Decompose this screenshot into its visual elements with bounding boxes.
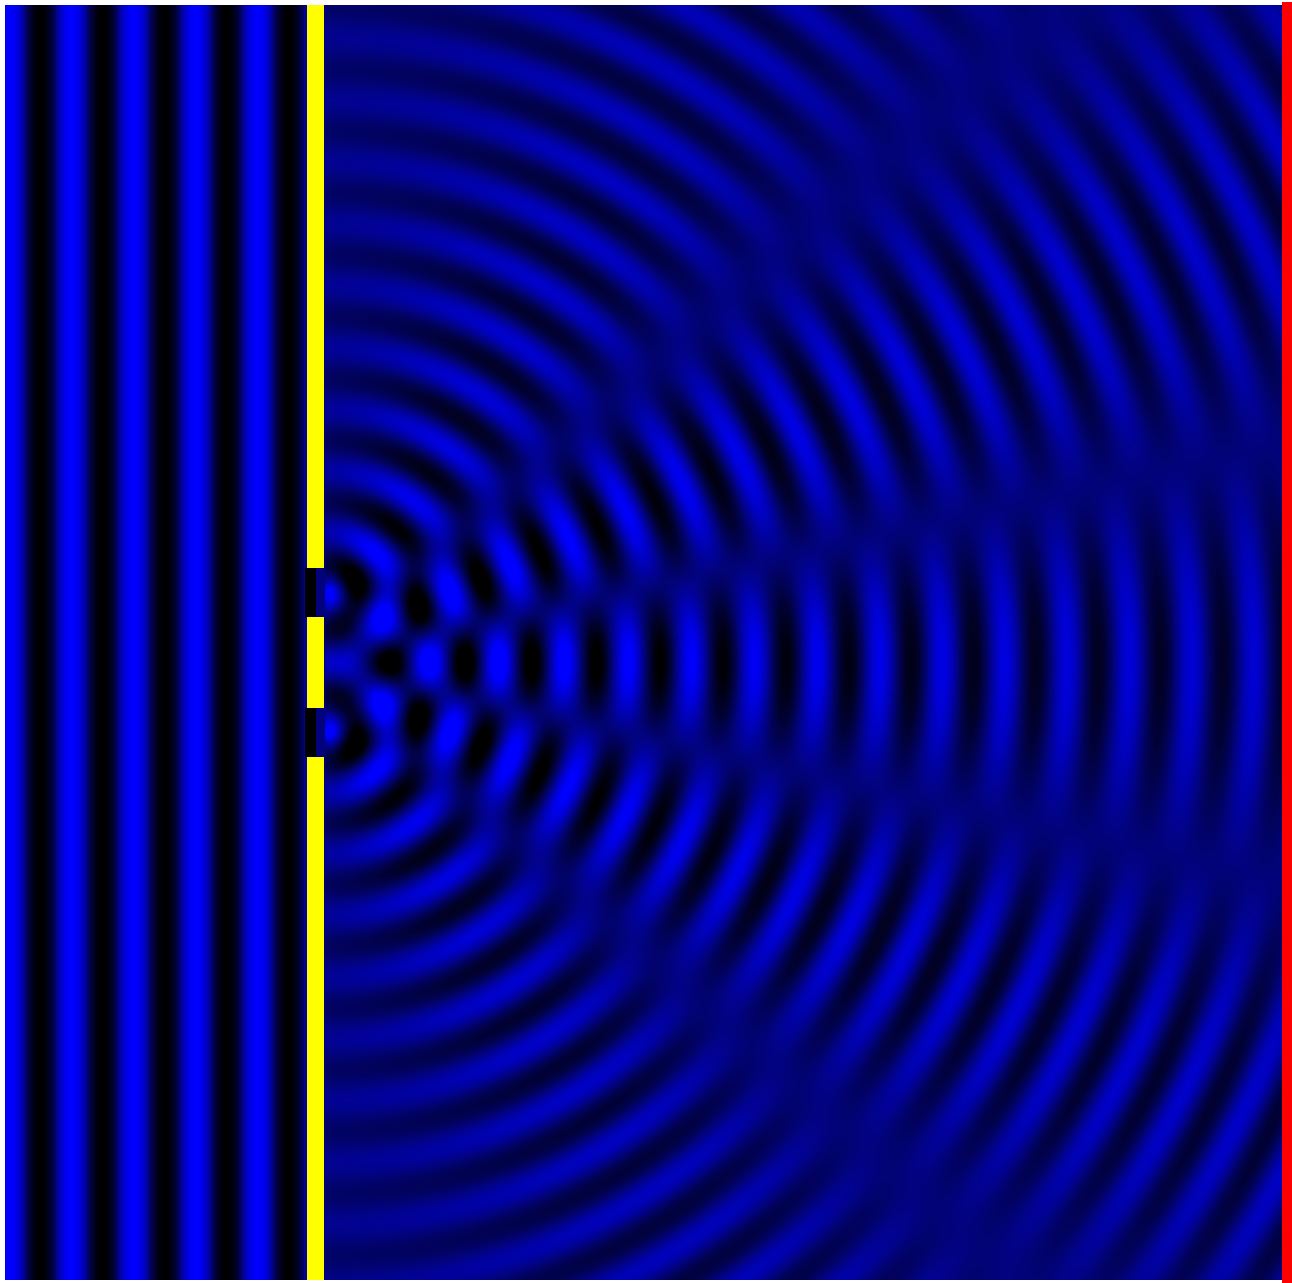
upper-slit-opening bbox=[305, 568, 316, 617]
barrier-top-segment bbox=[307, 5, 324, 568]
lower-slit-opening bbox=[305, 708, 316, 757]
wave-field bbox=[5, 5, 1286, 1280]
detector-screen bbox=[1282, 2, 1292, 1283]
barrier-bottom-segment bbox=[307, 757, 324, 1280]
wave-canvas bbox=[5, 5, 1286, 1280]
barrier-middle-segment bbox=[307, 617, 324, 708]
